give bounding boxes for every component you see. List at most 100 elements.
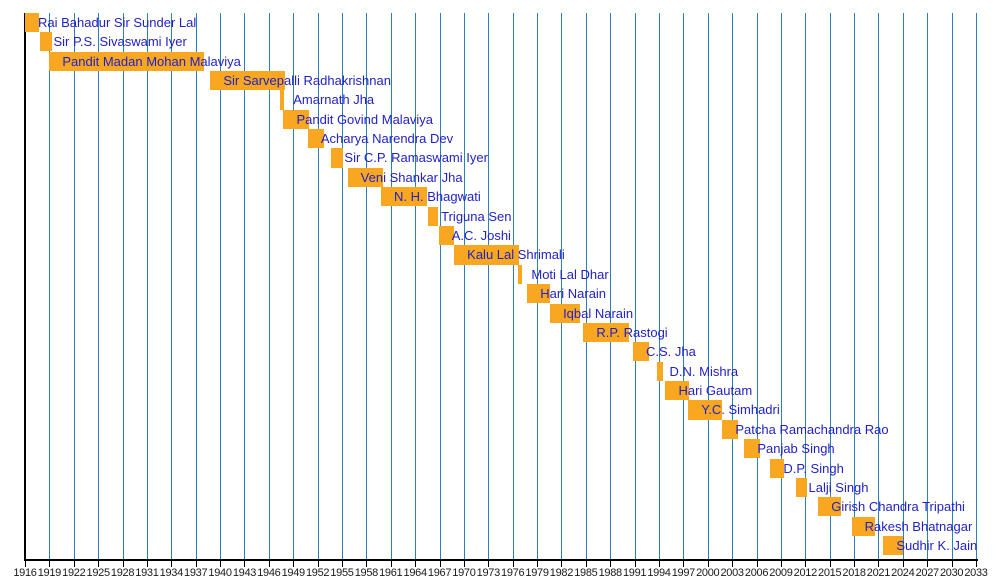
gridline: [975, 13, 977, 561]
gridline: [220, 13, 222, 561]
timeline-bar: [851, 516, 876, 536]
gridline: [49, 13, 51, 561]
timeline-bar: [454, 245, 520, 265]
axis-tick-label: 1925: [86, 567, 111, 579]
gridline: [244, 13, 246, 561]
axis-tick: [488, 561, 490, 567]
axis-tick: [293, 561, 295, 567]
gridline: [878, 13, 880, 561]
gridline: [293, 13, 295, 561]
gridline: [707, 13, 709, 561]
axis-tick-label: 2003: [720, 567, 744, 579]
gridline: [195, 13, 197, 561]
gridline: [98, 13, 100, 561]
timeline-bar: [25, 12, 39, 32]
gridline: [146, 13, 148, 561]
person-label: Sir Sarvepalli Radhakrishnan: [223, 72, 391, 88]
gridline: [415, 13, 417, 561]
person-label: Sir C.P. Ramaswami Iyer: [344, 150, 488, 166]
axis-tick: [146, 561, 148, 567]
axis-tick: [951, 561, 953, 567]
timeline-bar: [438, 225, 455, 246]
axis-tick-label: 2027: [915, 567, 940, 579]
person-label: Hari Narain: [540, 286, 607, 302]
gridline: [171, 13, 173, 561]
axis-tick-label: 2015: [818, 567, 842, 579]
timeline-bar: [283, 109, 309, 129]
gridline: [634, 13, 636, 561]
x-axis-line: [24, 559, 978, 561]
timeline-bar: [307, 129, 325, 149]
axis-tick-label: 1919: [37, 567, 62, 579]
axis-tick-label: 1922: [62, 567, 86, 579]
axis-tick: [463, 561, 465, 567]
axis-tick-label: 1994: [647, 567, 671, 579]
gridline: [658, 13, 660, 561]
axis-tick: [268, 561, 270, 567]
timeline-bar: [665, 381, 690, 401]
person-label: Sudhir K. Jain: [896, 538, 978, 554]
timeline-bar: [331, 148, 343, 168]
axis-tick-label: 1988: [598, 567, 623, 579]
axis-tick-label: 1973: [476, 567, 501, 579]
timeline-bar: [210, 70, 286, 91]
person-label: Girish Chandra Tripathi: [831, 499, 965, 515]
person-label: Amarnath Jha: [293, 92, 375, 108]
axis-tick: [317, 561, 319, 567]
axis-tick-label: 2024: [891, 567, 915, 579]
timeline-bar: [656, 361, 664, 381]
person-label: Lalji Singh: [808, 479, 869, 495]
axis-tick-label: 2030: [939, 567, 964, 579]
gridline: [902, 13, 904, 561]
axis-tick: [415, 561, 417, 567]
axis-tick: [610, 561, 612, 567]
gridline: [341, 13, 343, 561]
axis-tick-label: 1979: [525, 567, 549, 579]
axis-tick-label: 2033: [964, 567, 988, 579]
timeline-bar: [770, 458, 785, 478]
gridline: [366, 13, 368, 561]
axis-tick: [390, 561, 392, 567]
gridline: [585, 13, 587, 561]
timeline-bar: [795, 477, 807, 498]
timeline-bar: [818, 497, 842, 517]
gridline: [683, 13, 685, 561]
timeline-bar: [527, 284, 551, 304]
timeline-bar: [381, 187, 428, 207]
timeline-bar: [518, 264, 522, 284]
axis-tick: [122, 561, 124, 567]
axis-tick-label: 2012: [793, 567, 818, 579]
gridline: [829, 13, 831, 561]
timeline-bar: [40, 32, 52, 52]
person-label: D.N. Mishra: [669, 363, 739, 379]
axis-tick-label: 1970: [452, 567, 476, 579]
gridline: [756, 13, 758, 561]
axis-tick: [732, 561, 734, 567]
axis-tick-label: 1931: [135, 567, 159, 579]
person-label: R.P. Rastogi: [596, 324, 668, 340]
person-label: Iqbal Narain: [563, 305, 634, 321]
axis-tick: [902, 561, 904, 567]
timeline-bar: [744, 439, 760, 459]
gridline: [439, 13, 441, 561]
person-label: Hari Gautam: [678, 383, 753, 399]
axis-tick-label: 2009: [769, 567, 793, 579]
axis-tick-label: 1955: [330, 567, 354, 579]
timeline-bar: [632, 342, 650, 362]
axis-tick-label: 1943: [232, 567, 257, 579]
timeline-bar: [428, 206, 438, 226]
person-label: A.C. Joshi: [451, 227, 511, 243]
gridline: [732, 13, 734, 561]
axis-tick: [585, 561, 587, 567]
axis-tick-label: 1928: [110, 567, 135, 579]
person-label: Panjab Singh: [757, 441, 835, 457]
axis-tick: [220, 561, 222, 567]
axis-tick-label: 2000: [696, 567, 720, 579]
person-label: Veni Shankar Jha: [360, 169, 463, 185]
axis-tick: [73, 561, 75, 567]
axis-tick: [829, 561, 831, 567]
axis-tick-label: 1991: [622, 567, 647, 579]
